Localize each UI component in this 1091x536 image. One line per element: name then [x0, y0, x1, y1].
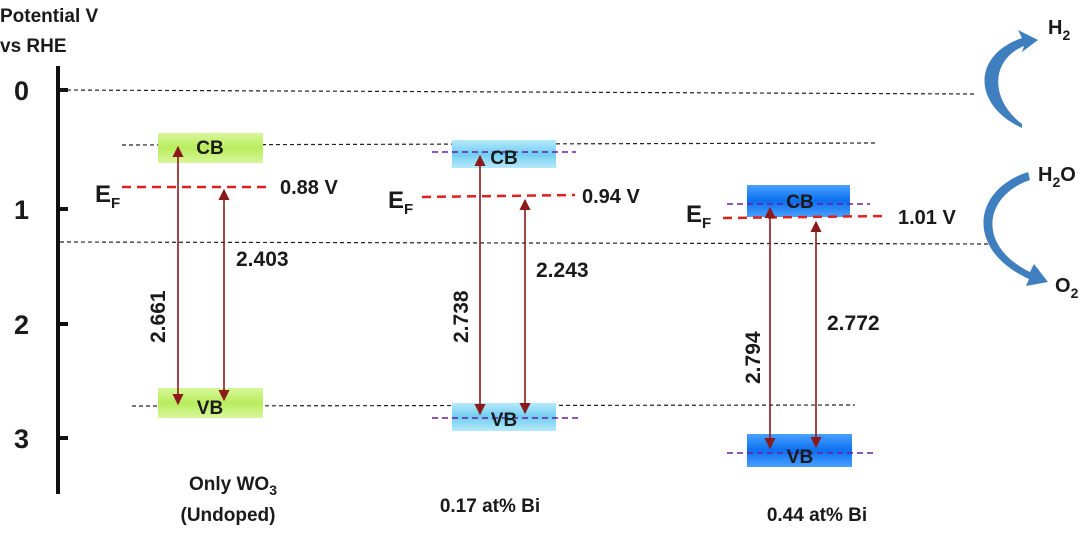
curved-arrow-o2: [983, 172, 1048, 286]
gap-value-fermi-vb-bi-044: 2.772: [827, 312, 880, 335]
cb-band-bi-017: [452, 140, 556, 168]
gap-value-cb-vb-bi-017: 2.738: [450, 290, 473, 343]
vb-label-undoped: VB: [197, 398, 223, 419]
gap-value-cb-vb-bi-044: 2.794: [742, 331, 765, 384]
species-h2o: H2O: [1038, 164, 1076, 190]
gap-value-fermi-vb-undoped: 2.403: [236, 248, 289, 271]
axis-title-line1: Potential V: [0, 6, 99, 27]
sample-name-undoped: Only WO3: [189, 474, 277, 498]
fermi-symbol-bi-044: EF: [686, 201, 711, 232]
sample-bi-017: CB VB EF 0.94 V 2.738 2.243 0.17 at% Bi: [388, 140, 640, 517]
fermi-symbol-undoped: EF: [95, 181, 120, 212]
fermi-level-line-bi-044: [722, 214, 889, 220]
reaction-h2-evolution: H2: [984, 17, 1070, 128]
fermi-value-bi-017: 0.94 V: [582, 186, 640, 208]
sample-bi-044: CB VB EF 1.01 V 2.794 2.772 0.44 at% Bi: [686, 185, 956, 526]
vb-label-bi-017: VB: [491, 410, 517, 431]
fermi-value-undoped: 0.88 V: [280, 177, 338, 199]
reaction-o2-evolution: H2O O2: [983, 164, 1079, 301]
tick-label-3: 3: [14, 424, 29, 454]
fermi-symbol-bi-017: EF: [388, 187, 413, 218]
gap-value-fermi-vb-bi-017: 2.243: [536, 259, 589, 282]
sample-name-bi-044: 0.44 at% Bi: [767, 505, 867, 526]
gap-value-cb-vb-undoped: 2.661: [147, 290, 170, 343]
tick-label-0: 0: [14, 76, 29, 106]
species-h2: H2: [1048, 17, 1070, 43]
h-plus-h2-level-line: [59, 89, 976, 95]
sample-undoped: CB VB EF 0.88 V 2.661 2.403 Only WO3 (Un…: [95, 133, 338, 526]
axis-ticks: [58, 88, 68, 440]
sample-name-bi-017: 0.17 at% Bi: [440, 496, 540, 517]
cb-band-bi-044: [747, 185, 850, 217]
vb-band-bi-017: [452, 403, 556, 431]
cb-label-bi-044: CB: [786, 192, 813, 213]
vb-label-bi-044: VB: [787, 447, 813, 468]
o2-h2o-level-line: [59, 241, 996, 245]
cb-label-undoped: CB: [196, 138, 223, 159]
fermi-level-line-bi-017: [421, 193, 576, 199]
sample-note-undoped: (Undoped): [181, 505, 276, 526]
tick-label-1: 1: [14, 195, 29, 225]
tick-label-2: 2: [14, 310, 29, 340]
cb-label-bi-017: CB: [490, 148, 517, 169]
curved-arrow-h2: [984, 30, 1038, 128]
species-o2: O2: [1055, 275, 1079, 301]
axis-title-line2: vs RHE: [0, 36, 67, 57]
fermi-value-bi-044: 1.01 V: [898, 207, 956, 229]
